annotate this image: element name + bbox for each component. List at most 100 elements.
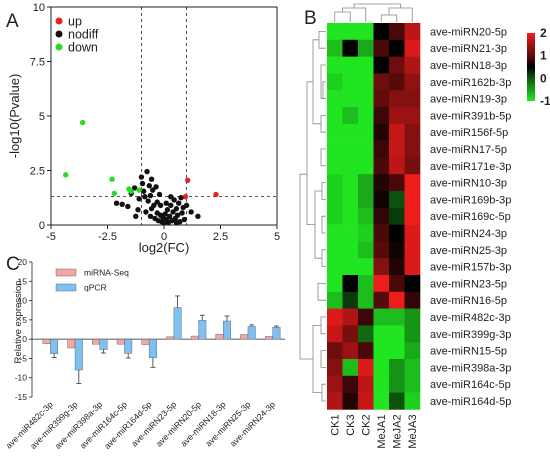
heatmap-cell <box>327 224 343 242</box>
heatmap-cell <box>327 191 343 209</box>
qPCR-bar <box>198 320 207 340</box>
heatmap-cell <box>404 325 421 343</box>
heatmap-cell <box>389 224 405 242</box>
heatmap-cell <box>342 174 359 192</box>
heatmap-cell <box>358 107 374 125</box>
heatmap-cell <box>389 275 405 293</box>
heatmap-cell <box>404 73 421 91</box>
heatmap-cell <box>358 258 374 276</box>
miRNA-Seq-bar <box>166 336 175 340</box>
row-label: ave-miR399g-3p <box>430 329 511 341</box>
x-tick-label: 0 <box>161 231 167 243</box>
heatmap-cell <box>389 291 405 309</box>
nodiff-point <box>178 195 184 201</box>
heatmap-cell <box>327 375 343 393</box>
qPCR-bar <box>148 338 157 358</box>
heatmap-cell <box>358 325 374 343</box>
nodiff-point <box>173 220 180 226</box>
row-label: ave-miRN19-3p <box>430 94 507 106</box>
heatmap-cell <box>342 157 359 175</box>
heatmap-cell <box>358 140 374 158</box>
row-label: ave-miRN10-3p <box>430 178 507 190</box>
heatmap-cell <box>327 275 343 293</box>
row-label: ave-miR482c-3p <box>430 312 511 324</box>
dendrogram-branch <box>321 249 326 267</box>
bars <box>42 307 281 371</box>
nodiff-point <box>188 209 194 215</box>
heatmap-cell <box>389 23 405 41</box>
heatmap-cell <box>404 291 421 309</box>
up-point <box>182 193 189 200</box>
dendrogram-branch <box>321 383 326 402</box>
heatmap-cell <box>327 325 343 343</box>
row-label: ave-miR157b-3p <box>430 262 511 274</box>
y-tick-label: 10 <box>33 2 45 14</box>
heatmap-cell <box>342 342 359 360</box>
heatmap-cell <box>404 207 421 225</box>
qPCR-bar <box>223 320 231 340</box>
dendrogram-branch <box>334 11 351 22</box>
heatmap-cell <box>358 123 374 141</box>
heatmap-cell <box>327 174 343 192</box>
heatmap-cell <box>373 39 390 57</box>
nodiff-point <box>145 198 151 204</box>
x-tick-label: -5 <box>46 231 56 243</box>
nodiff-point <box>140 188 147 194</box>
heatmap-cell <box>327 23 343 41</box>
heatmap-cell <box>327 258 343 276</box>
nodiff-point <box>136 196 142 202</box>
bar-legend: miRNA-Seq qPCR <box>55 268 129 293</box>
row-label: ave-miR162b-3p <box>430 77 511 89</box>
column-label: MeJA2 <box>392 414 404 448</box>
scale-tick-label: 1 <box>540 49 547 63</box>
nodiff-point <box>171 197 177 203</box>
heatmap: ave-miRN20-5p ave-miRN21-3p ave-miRN18-3p a… <box>299 3 550 449</box>
heatmap-cell <box>389 308 405 326</box>
miRNA-Seq-bar <box>190 335 199 340</box>
heatmap-cell <box>404 191 421 209</box>
panel-label-c: C <box>6 254 20 275</box>
column-label: MeJA3 <box>407 414 419 448</box>
row-label: ave-miRN20-5p <box>430 26 507 38</box>
bar-chart-axes <box>31 262 285 397</box>
heatmap-cell <box>373 325 390 343</box>
dendrogram-branch <box>314 190 322 259</box>
row-label: ave-miR169c-5p <box>430 211 511 223</box>
heatmap-cell <box>327 123 343 141</box>
dendrogram-branch <box>312 39 321 125</box>
heatmap-cell <box>389 241 405 259</box>
down-point <box>62 172 69 178</box>
bar-y-tick-label: -10 <box>15 373 28 383</box>
heatmap-cell <box>373 107 390 125</box>
row-label: ave-miR156f-5p <box>430 127 508 139</box>
bar-y-tick-label: -5 <box>19 353 27 363</box>
legend-up-label: up <box>68 15 82 29</box>
heatmap-cell <box>373 56 390 74</box>
legend-miRNA-Seq-swatch <box>55 268 77 277</box>
heatmap-cell <box>389 392 405 410</box>
dendrogram-branch <box>321 182 326 200</box>
up-point <box>185 177 191 184</box>
panel-label-b: B <box>304 8 317 29</box>
y-tick-label: 0 <box>39 220 45 232</box>
heatmap-cell <box>373 308 390 326</box>
dendrogram-branch <box>322 81 326 99</box>
nodiff-point <box>142 193 148 200</box>
row-dendrogram <box>299 31 326 402</box>
legend-qPCR-swatch <box>55 283 77 292</box>
legend-down-marker <box>55 43 63 51</box>
heatmap-cell <box>373 140 390 158</box>
y-tick-label: 7.5 <box>30 57 45 69</box>
qPCR-bar <box>247 326 256 340</box>
heatmap-cell <box>404 174 421 192</box>
heatmap-cell <box>373 392 390 410</box>
heatmap-cell <box>358 308 374 326</box>
miRNA-Seq-bar <box>215 333 224 340</box>
dendrogram-branch <box>342 7 367 22</box>
miRNA-Seq-bar <box>264 336 273 340</box>
panel-label-a: A <box>6 11 19 32</box>
heatmap-cell <box>358 224 374 242</box>
y-axis-ticks: 0 2.5 5 7.5 10 <box>30 2 51 232</box>
nodiff-point <box>168 202 174 209</box>
